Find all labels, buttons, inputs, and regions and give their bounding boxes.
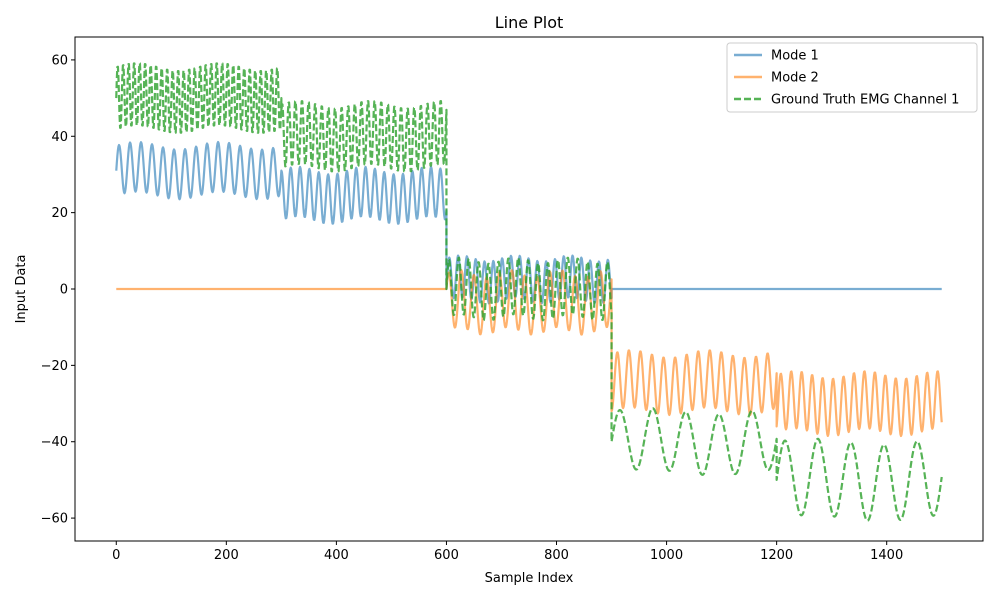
- x-axis: 0 200 400 600 800 1000 1200 1400: [112, 541, 903, 563]
- y-tick-label: 0: [60, 283, 68, 298]
- x-axis-title: Sample Index: [485, 571, 574, 586]
- x-tick-label: 600: [434, 548, 459, 563]
- x-tick-label: 800: [544, 548, 569, 563]
- y-axis: −60 −40 −20 0 20 40 60: [41, 53, 75, 527]
- y-axis-title: Input Data: [14, 255, 29, 324]
- legend-label-1: Mode 1: [771, 49, 819, 64]
- legend-frame: [726, 42, 978, 113]
- x-tick-label: 200: [214, 548, 239, 563]
- y-tick-label: 40: [51, 130, 68, 145]
- x-tick-label: 1000: [650, 548, 683, 563]
- x-tick-label: 1200: [760, 548, 793, 563]
- y-tick-label: 60: [51, 53, 68, 68]
- y-tick-label: 20: [51, 206, 68, 221]
- legend-label-2: Mode 2: [771, 71, 819, 86]
- y-tick-label: −40: [41, 435, 68, 450]
- chart-title: Line Plot: [495, 13, 564, 32]
- series-line-2: [115, 269, 943, 438]
- y-tick-label: −20: [41, 359, 68, 374]
- x-tick-label: 400: [324, 548, 349, 563]
- y-tick-label: −60: [41, 512, 68, 527]
- x-tick-label: 0: [112, 548, 120, 563]
- series-line-1: [115, 140, 943, 305]
- legend: Mode 1 Mode 2 Ground Truth EMG Channel 1: [726, 42, 978, 113]
- series-layer: [115, 62, 943, 522]
- legend-label-3: Ground Truth EMG Channel 1: [771, 93, 959, 108]
- x-tick-label: 1400: [870, 548, 903, 563]
